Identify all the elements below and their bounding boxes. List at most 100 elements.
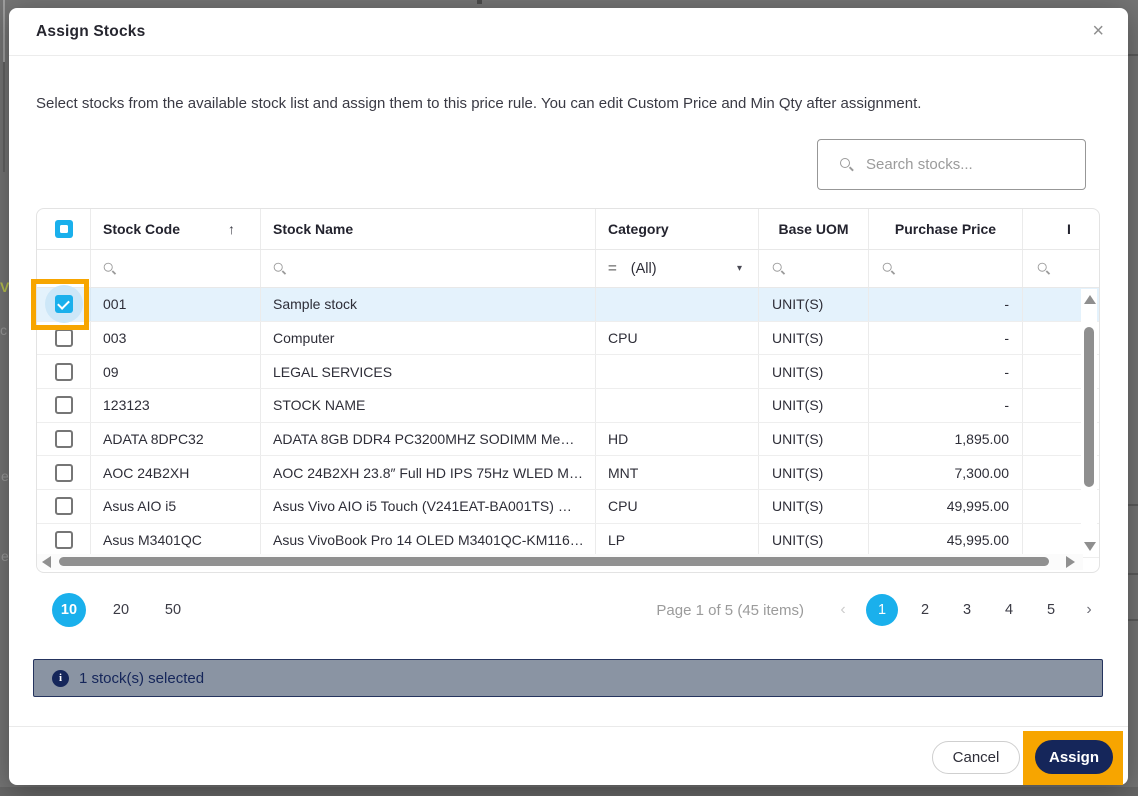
dialog-header: Assign Stocks × [9,8,1128,56]
header-base-uom[interactable]: Base UOM [759,209,869,249]
search-icon [882,262,896,275]
page-info-text: Page 1 of 5 (45 items) [656,601,804,619]
row-select-cell [37,523,91,557]
header-clipped-column[interactable]: I [1067,221,1071,237]
page-3[interactable]: 3 [962,602,972,618]
cell-purchase-price: - [869,389,1023,422]
page-5[interactable]: 5 [1046,602,1056,618]
filter-stock-code[interactable] [91,250,261,287]
horizontal-scrollbar[interactable] [37,554,1083,570]
header-stock-name[interactable]: Stock Name [261,209,596,249]
row-checkbox[interactable] [54,329,73,348]
table-row[interactable]: 003 Computer CPU UNIT(S) - [37,321,1099,356]
cell-base-uom: UNIT(S) [759,422,869,456]
cell-category: MNT [596,456,759,490]
category-filter-value[interactable]: (All) [630,260,657,277]
row-select-cell [37,355,91,389]
cell-stock-code: 001 [91,288,261,321]
background-remnant-line [3,62,5,172]
search-input[interactable] [866,156,1056,173]
search-icon [772,262,786,275]
background-remnant-text: e [1,548,9,564]
table-row[interactable]: Asus M3401QC Asus VivoBook Pro 14 OLED M… [37,523,1099,558]
row-checkbox[interactable] [54,362,73,381]
page-size-20[interactable]: 20 [112,602,130,618]
vertical-scrollbar-thumb[interactable] [1084,327,1094,487]
page-size-selector: 10 20 50 [36,593,190,627]
row-checkbox[interactable] [54,430,73,449]
cell-stock-name: STOCK NAME [261,389,596,422]
cell-purchase-price: 45,995.00 [869,523,1023,557]
row-select-cell [37,490,91,523]
cell-purchase-price: - [869,288,1023,321]
table-row[interactable]: 123123 STOCK NAME UNIT(S) - [37,389,1099,423]
cell-category: LP [596,523,759,557]
filter-purchase-price[interactable] [869,250,1023,287]
select-all-cell [37,209,91,249]
cell-stock-name: AOC 24B2XH 23.8″ Full HD IPS 75Hz WLED M… [261,456,596,490]
table-row[interactable]: AOC 24B2XH AOC 24B2XH 23.8″ Full HD IPS … [37,456,1099,491]
cell-category: HD [596,422,759,456]
filter-base-uom[interactable] [759,250,869,287]
scroll-down-icon[interactable] [1084,542,1096,551]
header-stock-code[interactable]: Stock Code ↑ [91,209,261,249]
row-checkbox[interactable] [54,497,73,516]
pagination-bar: 10 20 50 Page 1 of 5 (45 items) ‹ 1 2 3 … [36,588,1100,632]
select-all-checkbox[interactable] [54,220,73,238]
row-checkbox-checked[interactable] [54,295,73,314]
row-select-cell [37,285,91,324]
scroll-up-icon[interactable] [1084,295,1096,304]
page-1[interactable]: 1 [866,594,898,626]
assign-button[interactable]: Assign [1035,740,1113,774]
header-category[interactable]: Category [596,209,759,249]
row-checkbox[interactable] [54,531,73,550]
horizontal-scrollbar-thumb[interactable] [59,557,1049,566]
cell-base-uom: UNIT(S) [759,490,869,523]
background-remnant-strip [0,787,1138,796]
filter-stock-name[interactable] [261,250,596,287]
background-remnant-text: e [1,468,9,484]
cell-purchase-price: - [869,355,1023,389]
previous-page-icon[interactable]: ‹ [840,601,846,618]
table-row[interactable]: 09 LEGAL SERVICES UNIT(S) - [37,355,1099,390]
table-row[interactable]: Asus AIO i5 Asus Vivo AIO i5 Touch (V241… [37,490,1099,524]
cell-category [596,389,759,422]
page-2[interactable]: 2 [920,602,930,618]
table-row[interactable]: ADATA 8DPC32 ADATA 8GB DDR4 PC3200MHZ SO… [37,422,1099,457]
search-stocks-box[interactable] [817,139,1086,190]
chevron-down-icon[interactable]: ▾ [736,263,742,274]
filter-row: = (All) ▾ [37,250,1099,288]
scroll-right-icon[interactable] [1066,556,1075,568]
page-4[interactable]: 4 [1004,602,1014,618]
equals-filter-icon[interactable]: = [608,260,617,277]
cell-purchase-price: 49,995.00 [869,490,1023,523]
page-size-10[interactable]: 10 [52,593,86,627]
stocks-table: Stock Code ↑ Stock Name Category Base UO… [36,208,1100,573]
cell-purchase-price: 7,300.00 [869,456,1023,490]
sort-ascending-icon[interactable]: ↑ [228,221,236,237]
footer-divider [9,726,1128,727]
page-size-50[interactable]: 50 [164,602,182,618]
background-remnant-text: c [0,322,7,338]
cancel-button[interactable]: Cancel [932,741,1020,774]
header-purchase-price[interactable]: Purchase Price [869,209,1023,249]
close-icon[interactable]: × [1092,20,1104,42]
filter-clipped-column[interactable] [1023,250,1099,287]
cell-stock-name: Asus VivoBook Pro 14 OLED M3401QC-KM116… [261,523,596,557]
table-row[interactable]: 001 Sample stock UNIT(S) - [37,285,1099,324]
row-select-cell [37,456,91,490]
cell-base-uom: UNIT(S) [759,355,869,389]
vertical-scrollbar[interactable] [1081,289,1097,557]
table-header-row: Stock Code ↑ Stock Name Category Base UO… [37,209,1099,250]
filter-category[interactable]: = (All) ▾ [596,250,759,287]
row-select-cell [37,422,91,456]
scroll-left-icon[interactable] [42,556,51,568]
assign-stocks-dialog: Assign Stocks × Select stocks from the a… [9,8,1128,785]
search-icon [273,262,287,275]
cell-purchase-price: 1,895.00 [869,422,1023,456]
selection-status-text: 1 stock(s) selected [79,669,205,687]
row-checkbox[interactable] [54,463,73,482]
cell-stock-name: Sample stock [261,288,596,321]
next-page-icon[interactable]: › [1086,601,1092,618]
row-checkbox[interactable] [54,396,73,415]
